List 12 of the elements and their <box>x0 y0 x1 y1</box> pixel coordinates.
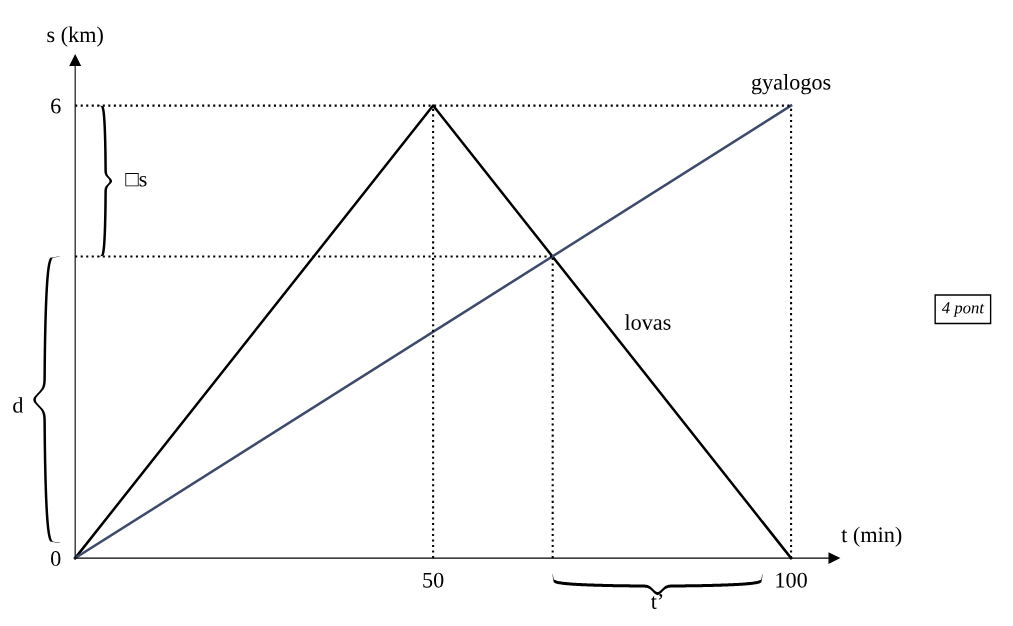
annotation: lovas <box>624 314 671 330</box>
x-axis-title: t (min) <box>841 526 902 547</box>
annotation: gyalogos <box>751 74 831 95</box>
y-axis-title: s (km) <box>47 26 103 47</box>
annotation: 4 pont <box>941 302 985 317</box>
y-tick-label: 6 <box>51 98 61 114</box>
y-tick-label: 0 <box>51 551 61 567</box>
annotation: d <box>13 397 24 413</box>
x-tick-label: 100 <box>776 572 807 588</box>
annotation: □s <box>125 173 147 187</box>
x-tick-label: 50 <box>423 572 444 588</box>
annotation: t’ <box>650 593 663 609</box>
